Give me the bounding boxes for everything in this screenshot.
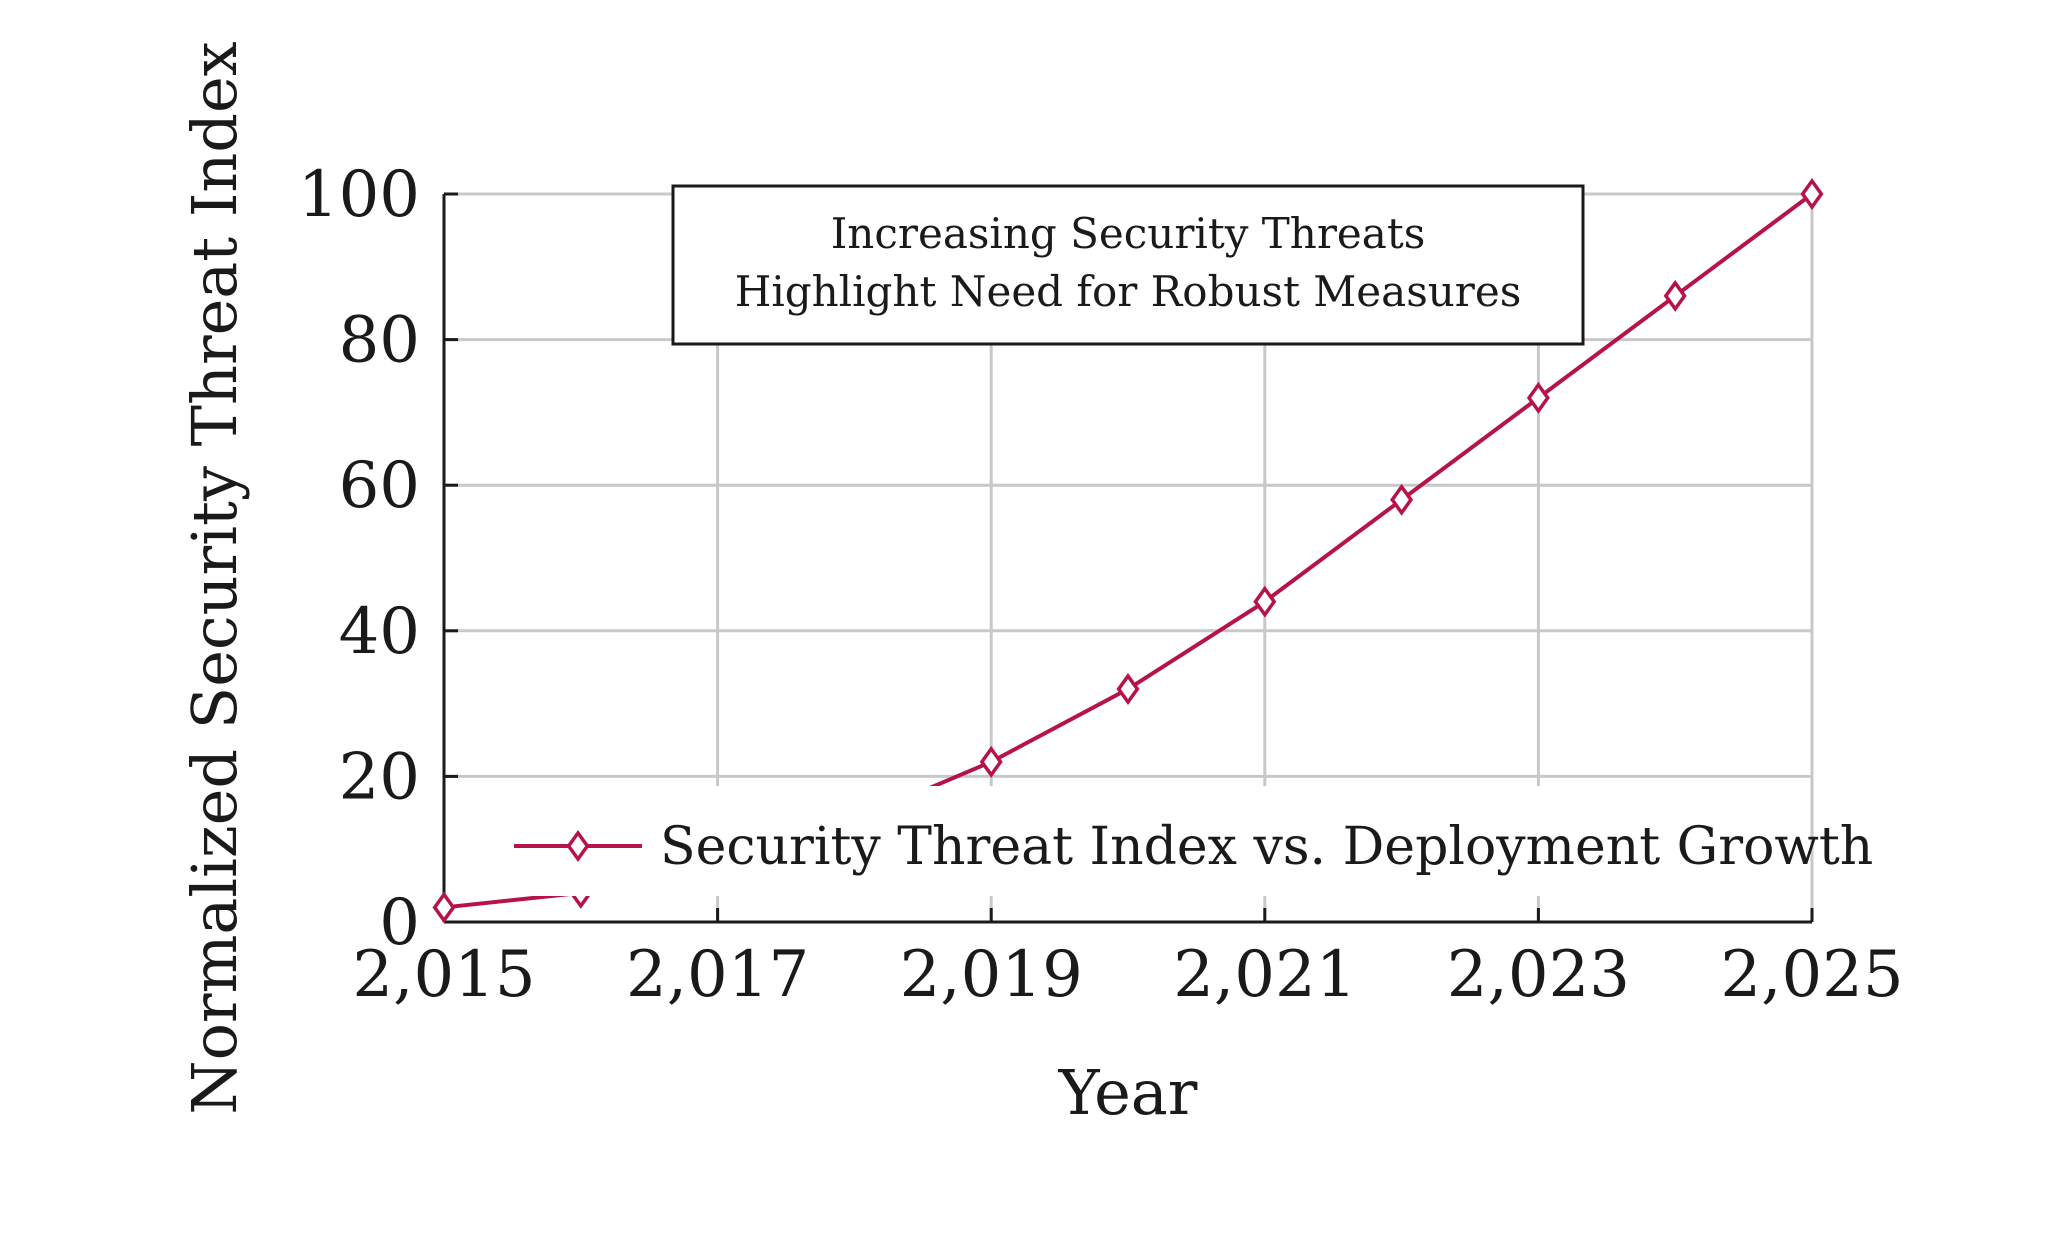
x-tick-label: 2,015 [352,938,535,1012]
x-tick-label: 2,025 [1720,938,1903,1012]
legend-marker-diamond [566,830,590,862]
y-axis-title: Normalized Security Threat Index [178,41,251,1114]
x-tick-label: 2,017 [626,938,809,1012]
x-axis-title: Year [1058,1056,1198,1129]
y-tick-label: 20 [339,740,420,814]
annotation-box: Increasing Security Threats Highlight Ne… [671,184,1585,346]
annotation-line-1: Increasing Security Threats [831,209,1426,258]
data-point-marker [1663,279,1687,312]
axes: 2,015 2,017 2,019 2,021 2,023 2,025 0 20 40 60 80 1… [298,158,1904,1012]
y-tick-label: 100 [298,158,420,232]
y-tick-label: 0 [379,886,420,960]
annotation-frame [671,184,1585,346]
legend-label: Security Threat Index vs. Deployment Gro… [660,817,1873,877]
data-point-marker [1800,178,1824,210]
annotation-line-2: Highlight Need for Robust Measures [735,267,1522,316]
y-tick-label: 40 [339,595,420,669]
data-point-marker [1116,673,1140,706]
data-point-marker [1526,381,1550,414]
data-point-marker [432,891,456,924]
y-tick-label: 60 [339,449,420,523]
data-point-marker [979,745,1003,778]
legend-background [500,786,1810,896]
x-tick-label: 2,019 [900,938,1083,1012]
legend: Security Threat Index vs. Deployment Gro… [500,786,1873,896]
x-tick-label: 2,023 [1447,938,1630,1012]
y-tick-label: 80 [339,304,420,378]
data-point-marker [1253,585,1277,618]
x-tick-label: 2,021 [1173,938,1356,1012]
data-point-marker [1390,483,1414,516]
